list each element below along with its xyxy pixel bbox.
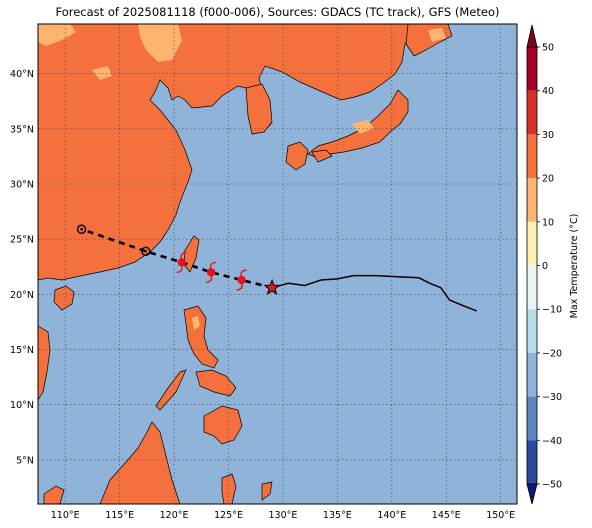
small-island (261, 481, 273, 501)
tc-track (76, 224, 477, 312)
lat-tick-label: 10°N (10, 400, 34, 411)
lat-tick-label: 5°N (16, 455, 34, 466)
mild-patch-japan (352, 120, 374, 134)
lat-tick-label: 40°N (10, 69, 34, 80)
low-symbol (76, 224, 87, 234)
colorbar-segment (527, 396, 537, 441)
lat-tick-label: 35°N (10, 124, 34, 135)
colorbar-segment (527, 352, 537, 397)
mindanao-island (203, 405, 243, 445)
colorbar-extend-min (526, 483, 538, 505)
visayas-islands (195, 369, 237, 397)
lon-tick-label: 145°E (432, 510, 461, 521)
lon-tick-label: 150°E (486, 510, 515, 521)
colorbar-segment (527, 178, 537, 222)
lon-tick-label: 125°E (214, 510, 243, 521)
colorbar-tick-label: −40 (542, 436, 562, 447)
asia-mainland (38, 24, 421, 281)
mild-patch-northwest (38, 24, 76, 46)
japan-kyushu (285, 141, 309, 171)
indochina-land (38, 325, 51, 401)
borneo-land (99, 421, 181, 504)
colorbar-segment (527, 265, 537, 310)
typhoon-symbol (236, 269, 247, 291)
malay-land (43, 485, 65, 504)
low-symbol (141, 246, 151, 257)
map-title: Forecast of 2025081118 (f000-006), Sourc… (55, 5, 500, 19)
sulawesi-land (221, 473, 237, 504)
lon-tick-label: 115°E (105, 510, 134, 521)
lon-tick-label: 140°E (377, 510, 406, 521)
korea-peninsula (245, 83, 273, 135)
colorbar-tick-label: 50 (542, 43, 554, 54)
colorbar-tick-label: −50 (542, 480, 562, 491)
luzon-island (183, 305, 219, 369)
typhoon-symbol (206, 261, 217, 283)
current-position-star (263, 278, 281, 295)
hainan-island (53, 285, 75, 311)
colorbar-tick-label: 40 (542, 86, 554, 97)
colorbar-tick-label: −30 (542, 392, 562, 403)
lon-tick-label: 130°E (268, 510, 297, 521)
colorbar-segment (527, 221, 537, 266)
colorbar-segment (527, 134, 537, 179)
lat-tick-label: 20°N (10, 290, 34, 301)
typhoon-symbol (176, 251, 187, 274)
colorbar-tick-label: −20 (542, 348, 562, 359)
mild-patch-north (138, 24, 182, 62)
colorbar-segment (527, 47, 537, 91)
colorbar-tick-label: 30 (542, 130, 554, 141)
graticule (38, 24, 517, 504)
mild-patch-luzon (192, 316, 200, 330)
axis-ticks: 110°E 115°E 120°E 125°E 130°E 135°E 140°E 145°E… (10, 69, 515, 521)
colorbar: 50 40 30 20 10 0 −10 −20 −30 −40 −50 (526, 24, 562, 505)
colorbar-extend-max (526, 24, 538, 48)
colorbar-tick-label: 20 (542, 174, 554, 185)
colorbar-label: Max Temperature (°C) (569, 214, 580, 319)
mild-patch-manchuria (92, 66, 112, 80)
mild-patch-hokkaido (428, 28, 446, 42)
colorbar-tick-label: 10 (542, 217, 554, 228)
colorbar-tick-label: 0 (542, 261, 548, 272)
map-frame (37, 23, 518, 505)
colorbar-segment (527, 90, 537, 135)
forecast-track-line (81, 227, 273, 289)
japan-shikoku (311, 149, 333, 163)
colorbar-segment (527, 440, 537, 484)
lon-tick-label: 110°E (51, 510, 80, 521)
palawan-island (155, 369, 187, 411)
lat-tick-label: 25°N (10, 235, 34, 246)
lat-tick-label: 15°N (10, 345, 34, 356)
colorbar-tick-label: −10 (542, 305, 562, 316)
past-track-line (271, 274, 477, 312)
lon-tick-label: 120°E (160, 510, 189, 521)
lat-tick-label: 30°N (10, 180, 34, 191)
colorbar-segment (527, 309, 537, 353)
lon-tick-label: 135°E (323, 510, 352, 521)
land-layer (38, 24, 453, 504)
